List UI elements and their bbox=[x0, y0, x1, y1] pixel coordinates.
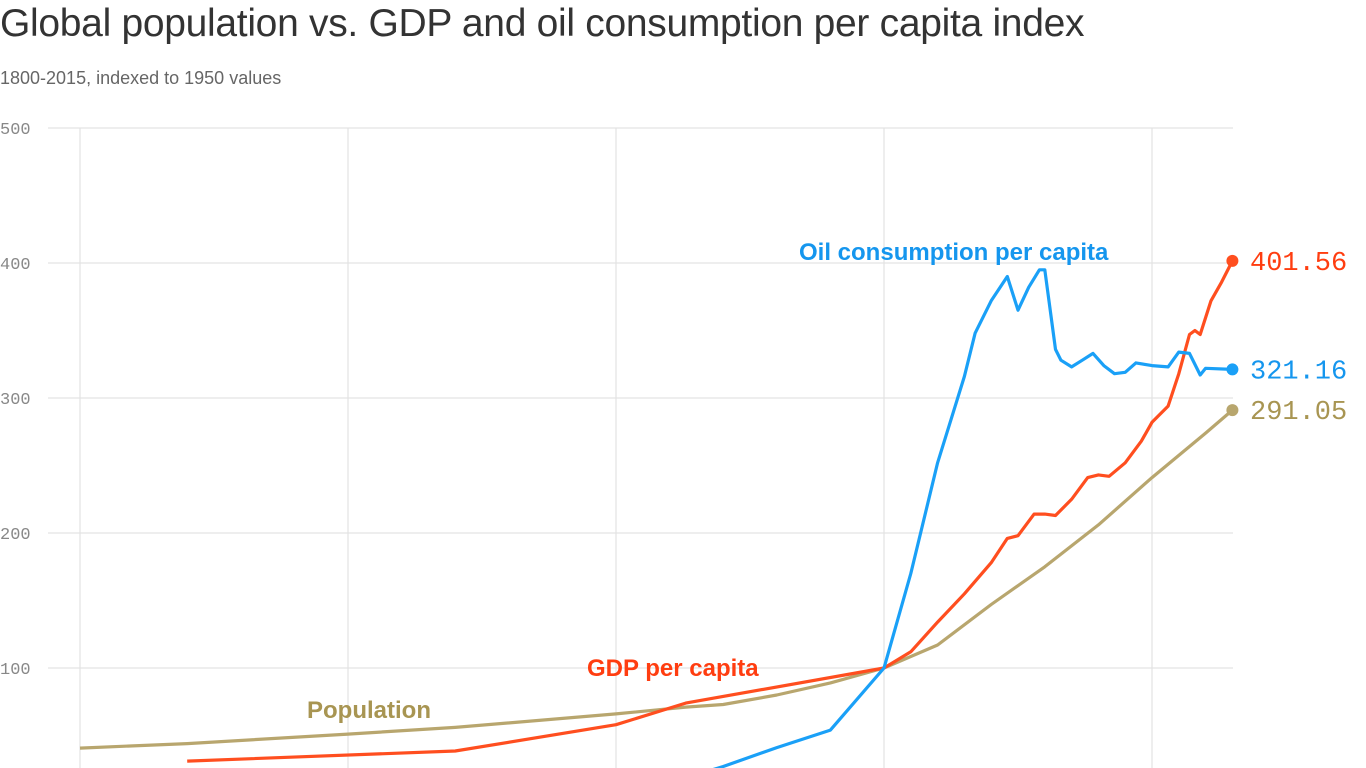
series-label: Population bbox=[307, 697, 431, 724]
series-label: Oil consumption per capita bbox=[799, 239, 1109, 266]
y-tick-label: 200 bbox=[0, 526, 31, 545]
chart-subtitle: 1800-2015, indexed to 1950 values bbox=[0, 68, 282, 88]
series-label: GDP per capita bbox=[587, 655, 759, 682]
end-value-label: 401.56 bbox=[1250, 249, 1347, 279]
chart-title: Global population vs. GDP and oil consum… bbox=[0, 2, 1085, 45]
series-line-population bbox=[79, 408, 1234, 750]
series-line-gdp-per-capita bbox=[187, 260, 1234, 763]
end-value-label: 291.05 bbox=[1250, 398, 1347, 428]
end-value-label: 321.16 bbox=[1250, 357, 1347, 387]
y-tick-label: 100 bbox=[0, 661, 31, 680]
y-tick-label: 300 bbox=[0, 391, 31, 410]
series-line-oil-consumption-per-capita bbox=[712, 268, 1233, 768]
y-tick-label: 500 bbox=[0, 121, 31, 140]
end-point-marker bbox=[1226, 254, 1239, 267]
y-tick-label: 400 bbox=[0, 256, 31, 275]
end-point-marker bbox=[1226, 363, 1239, 376]
end-point-marker bbox=[1226, 404, 1239, 417]
